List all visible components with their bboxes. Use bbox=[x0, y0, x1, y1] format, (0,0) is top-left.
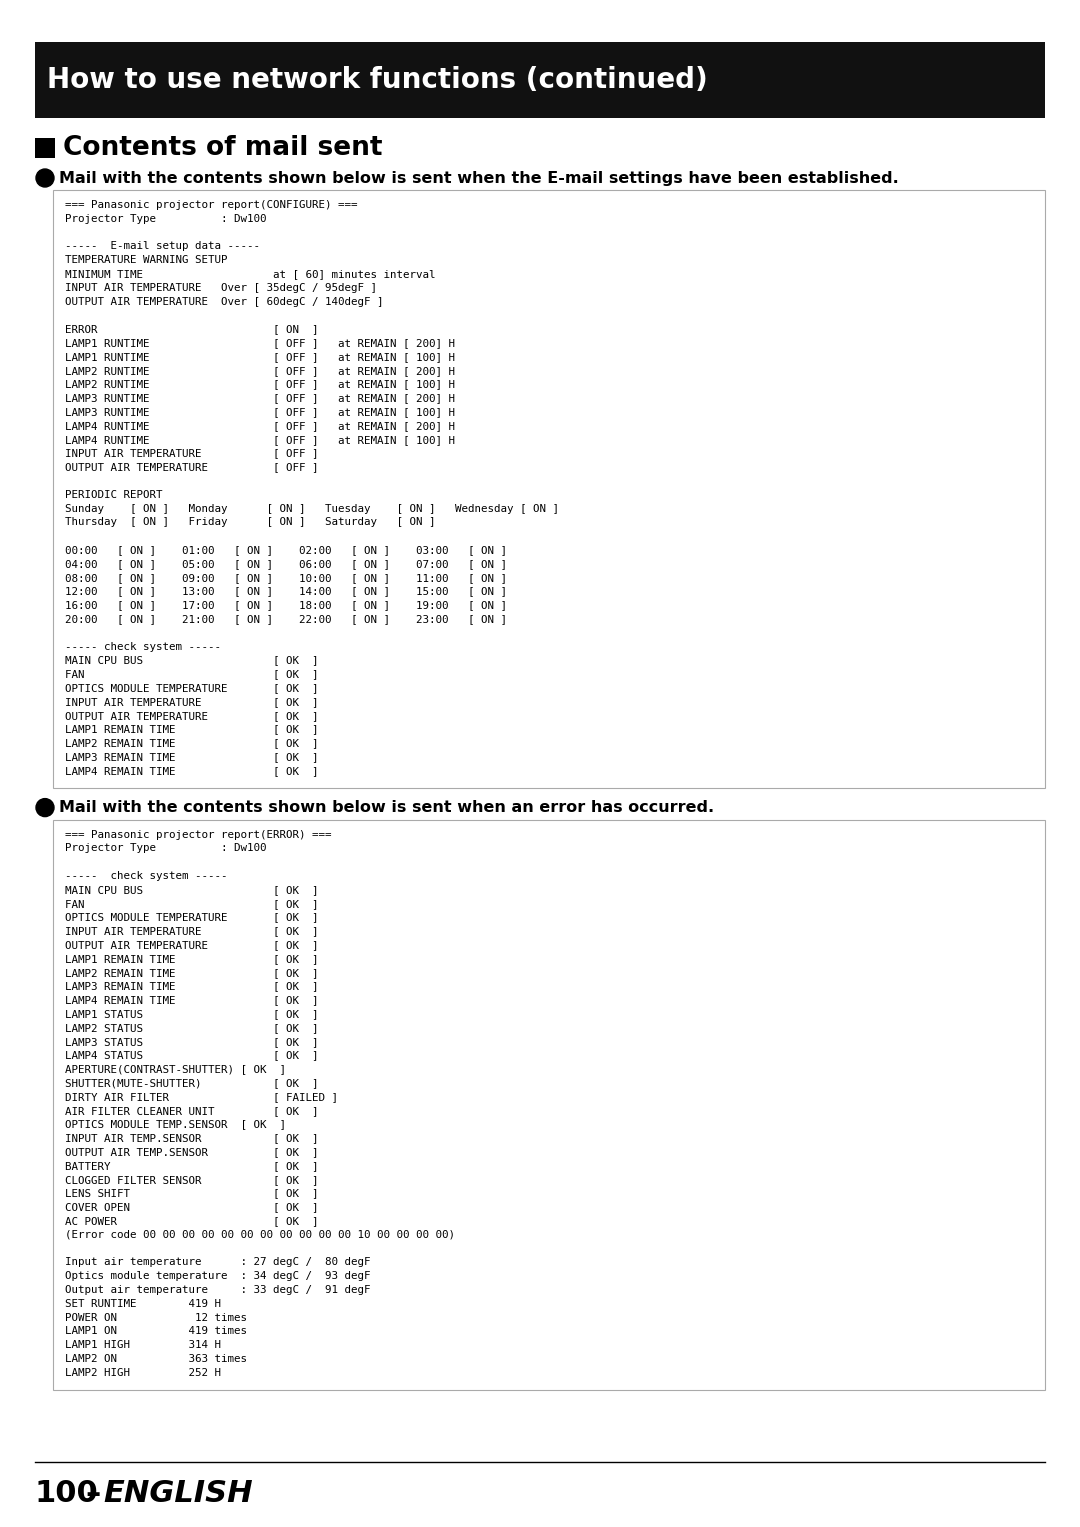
Text: LAMP1 HIGH         314 H: LAMP1 HIGH 314 H bbox=[65, 1341, 221, 1350]
Text: LAMP4 RUNTIME                   [ OFF ]   at REMAIN [ 200] H: LAMP4 RUNTIME [ OFF ] at REMAIN [ 200] H bbox=[65, 421, 455, 431]
Text: LAMP2 RUNTIME                   [ OFF ]   at REMAIN [ 200] H: LAMP2 RUNTIME [ OFF ] at REMAIN [ 200] H bbox=[65, 365, 455, 376]
Text: LAMP1 STATUS                    [ OK  ]: LAMP1 STATUS [ OK ] bbox=[65, 1009, 319, 1019]
Text: MAIN CPU BUS                    [ OK  ]: MAIN CPU BUS [ OK ] bbox=[65, 655, 319, 666]
Text: -----  check system -----: ----- check system ----- bbox=[65, 870, 228, 881]
Text: OUTPUT AIR TEMP.SENSOR          [ OK  ]: OUTPUT AIR TEMP.SENSOR [ OK ] bbox=[65, 1147, 319, 1157]
Text: APERTURE(CONTRAST-SHUTTER) [ OK  ]: APERTURE(CONTRAST-SHUTTER) [ OK ] bbox=[65, 1064, 286, 1073]
Text: OUTPUT AIR TEMPERATURE          [ OK  ]: OUTPUT AIR TEMPERATURE [ OK ] bbox=[65, 941, 319, 950]
Text: OUTPUT AIR TEMPERATURE          [ OFF ]: OUTPUT AIR TEMPERATURE [ OFF ] bbox=[65, 463, 319, 472]
Text: PERIODIC REPORT: PERIODIC REPORT bbox=[65, 490, 162, 499]
Text: Mail with the contents shown below is sent when an error has occurred.: Mail with the contents shown below is se… bbox=[59, 800, 714, 815]
Text: FAN                             [ OK  ]: FAN [ OK ] bbox=[65, 669, 319, 680]
Text: Projector Type          : Dw100: Projector Type : Dw100 bbox=[65, 214, 267, 224]
Text: LENS SHIFT                      [ OK  ]: LENS SHIFT [ OK ] bbox=[65, 1188, 319, 1199]
Text: Output air temperature     : 33 degC /  91 degF: Output air temperature : 33 degC / 91 de… bbox=[65, 1286, 370, 1295]
Text: === Panasonic projector report(ERROR) ===: === Panasonic projector report(ERROR) ==… bbox=[65, 829, 332, 840]
Text: TEMPERATURE WARNING SETUP: TEMPERATURE WARNING SETUP bbox=[65, 255, 228, 266]
Text: SET RUNTIME        419 H: SET RUNTIME 419 H bbox=[65, 1299, 221, 1309]
Text: AC POWER                        [ OK  ]: AC POWER [ OK ] bbox=[65, 1215, 319, 1226]
Text: LAMP1 REMAIN TIME               [ OK  ]: LAMP1 REMAIN TIME [ OK ] bbox=[65, 954, 319, 964]
Text: AIR FILTER CLEANER UNIT         [ OK  ]: AIR FILTER CLEANER UNIT [ OK ] bbox=[65, 1106, 319, 1116]
Text: INPUT AIR TEMPERATURE   Over [ 35degC / 95degF ]: INPUT AIR TEMPERATURE Over [ 35degC / 95… bbox=[65, 282, 377, 293]
Text: Thursday  [ ON ]   Friday      [ ON ]   Saturday   [ ON ]: Thursday [ ON ] Friday [ ON ] Saturday [… bbox=[65, 518, 435, 527]
Text: OUTPUT AIR TEMPERATURE  Over [ 60degC / 140degF ]: OUTPUT AIR TEMPERATURE Over [ 60degC / 1… bbox=[65, 296, 383, 307]
Text: LAMP3 REMAIN TIME               [ OK  ]: LAMP3 REMAIN TIME [ OK ] bbox=[65, 982, 319, 991]
Text: 100: 100 bbox=[35, 1480, 98, 1509]
Text: ERROR                           [ ON  ]: ERROR [ ON ] bbox=[65, 324, 319, 334]
Text: LAMP1 REMAIN TIME               [ OK  ]: LAMP1 REMAIN TIME [ OK ] bbox=[65, 724, 319, 734]
Text: COVER OPEN                      [ OK  ]: COVER OPEN [ OK ] bbox=[65, 1202, 319, 1212]
Text: LAMP1 ON           419 times: LAMP1 ON 419 times bbox=[65, 1327, 247, 1336]
Text: LAMP2 STATUS                    [ OK  ]: LAMP2 STATUS [ OK ] bbox=[65, 1023, 319, 1032]
Text: (Error code 00 00 00 00 00 00 00 00 00 00 00 10 00 00 00 00): (Error code 00 00 00 00 00 00 00 00 00 0… bbox=[65, 1229, 455, 1240]
Text: LAMP2 HIGH         252 H: LAMP2 HIGH 252 H bbox=[65, 1368, 221, 1377]
Text: OUTPUT AIR TEMPERATURE          [ OK  ]: OUTPUT AIR TEMPERATURE [ OK ] bbox=[65, 710, 319, 721]
Text: LAMP2 REMAIN TIME               [ OK  ]: LAMP2 REMAIN TIME [ OK ] bbox=[65, 738, 319, 748]
Text: 08:00   [ ON ]    09:00   [ ON ]    10:00   [ ON ]    11:00   [ ON ]: 08:00 [ ON ] 09:00 [ ON ] 10:00 [ ON ] 1… bbox=[65, 573, 507, 583]
Text: CLOGGED FILTER SENSOR           [ OK  ]: CLOGGED FILTER SENSOR [ OK ] bbox=[65, 1174, 319, 1185]
Text: INPUT AIR TEMP.SENSOR           [ OK  ]: INPUT AIR TEMP.SENSOR [ OK ] bbox=[65, 1133, 319, 1144]
Text: 04:00   [ ON ]    05:00   [ ON ]    06:00   [ ON ]    07:00   [ ON ]: 04:00 [ ON ] 05:00 [ ON ] 06:00 [ ON ] 0… bbox=[65, 559, 507, 568]
Bar bbox=[35, 137, 55, 157]
Text: POWER ON            12 times: POWER ON 12 times bbox=[65, 1313, 247, 1322]
Text: DIRTY AIR FILTER                [ FAILED ]: DIRTY AIR FILTER [ FAILED ] bbox=[65, 1092, 338, 1102]
Text: INPUT AIR TEMPERATURE           [ OK  ]: INPUT AIR TEMPERATURE [ OK ] bbox=[65, 927, 319, 936]
Text: LAMP2 ON           363 times: LAMP2 ON 363 times bbox=[65, 1354, 247, 1364]
Text: LAMP1 RUNTIME                   [ OFF ]   at REMAIN [ 200] H: LAMP1 RUNTIME [ OFF ] at REMAIN [ 200] H bbox=[65, 337, 455, 348]
Text: LAMP3 RUNTIME                   [ OFF ]   at REMAIN [ 200] H: LAMP3 RUNTIME [ OFF ] at REMAIN [ 200] H bbox=[65, 392, 455, 403]
Text: Contents of mail sent: Contents of mail sent bbox=[63, 134, 382, 160]
Text: 16:00   [ ON ]    17:00   [ ON ]    18:00   [ ON ]    19:00   [ ON ]: 16:00 [ ON ] 17:00 [ ON ] 18:00 [ ON ] 1… bbox=[65, 600, 507, 611]
Text: Input air temperature      : 27 degC /  80 degF: Input air temperature : 27 degC / 80 deg… bbox=[65, 1257, 370, 1267]
Text: OPTICS MODULE TEMP.SENSOR  [ OK  ]: OPTICS MODULE TEMP.SENSOR [ OK ] bbox=[65, 1119, 286, 1130]
Text: LAMP4 RUNTIME                   [ OFF ]   at REMAIN [ 100] H: LAMP4 RUNTIME [ OFF ] at REMAIN [ 100] H bbox=[65, 435, 455, 444]
Text: LAMP4 REMAIN TIME               [ OK  ]: LAMP4 REMAIN TIME [ OK ] bbox=[65, 996, 319, 1005]
Text: MINIMUM TIME                    at [ 60] minutes interval: MINIMUM TIME at [ 60] minutes interval bbox=[65, 269, 435, 279]
Text: OPTICS MODULE TEMPERATURE       [ OK  ]: OPTICS MODULE TEMPERATURE [ OK ] bbox=[65, 683, 319, 693]
Text: LAMP2 REMAIN TIME               [ OK  ]: LAMP2 REMAIN TIME [ OK ] bbox=[65, 968, 319, 977]
Text: 20:00   [ ON ]    21:00   [ ON ]    22:00   [ ON ]    23:00   [ ON ]: 20:00 [ ON ] 21:00 [ ON ] 22:00 [ ON ] 2… bbox=[65, 614, 507, 625]
Bar bbox=[53, 189, 1045, 788]
Text: ----- check system -----: ----- check system ----- bbox=[65, 641, 221, 652]
Text: === Panasonic projector report(CONFIGURE) ===: === Panasonic projector report(CONFIGURE… bbox=[65, 200, 357, 211]
Text: Mail with the contents shown below is sent when the E-mail settings have been es: Mail with the contents shown below is se… bbox=[59, 171, 899, 185]
Circle shape bbox=[36, 799, 54, 817]
Text: LAMP4 REMAIN TIME               [ OK  ]: LAMP4 REMAIN TIME [ OK ] bbox=[65, 767, 319, 776]
Circle shape bbox=[36, 169, 54, 186]
Text: INPUT AIR TEMPERATURE           [ OFF ]: INPUT AIR TEMPERATURE [ OFF ] bbox=[65, 449, 319, 458]
Text: –: – bbox=[85, 1480, 100, 1509]
Text: LAMP2 RUNTIME                   [ OFF ]   at REMAIN [ 100] H: LAMP2 RUNTIME [ OFF ] at REMAIN [ 100] H bbox=[65, 379, 455, 389]
Text: MAIN CPU BUS                    [ OK  ]: MAIN CPU BUS [ OK ] bbox=[65, 884, 319, 895]
Text: OPTICS MODULE TEMPERATURE       [ OK  ]: OPTICS MODULE TEMPERATURE [ OK ] bbox=[65, 913, 319, 922]
Text: LAMP3 STATUS                    [ OK  ]: LAMP3 STATUS [ OK ] bbox=[65, 1037, 319, 1046]
Text: BATTERY                         [ OK  ]: BATTERY [ OK ] bbox=[65, 1161, 319, 1171]
Text: Sunday    [ ON ]   Monday      [ ON ]   Tuesday    [ ON ]   Wednesday [ ON ]: Sunday [ ON ] Monday [ ON ] Tuesday [ ON… bbox=[65, 504, 559, 513]
Text: FAN                             [ OK  ]: FAN [ OK ] bbox=[65, 898, 319, 909]
Text: -----  E-mail setup data -----: ----- E-mail setup data ----- bbox=[65, 241, 260, 252]
Text: LAMP1 RUNTIME                   [ OFF ]   at REMAIN [ 100] H: LAMP1 RUNTIME [ OFF ] at REMAIN [ 100] H bbox=[65, 351, 455, 362]
Text: LAMP4 STATUS                    [ OK  ]: LAMP4 STATUS [ OK ] bbox=[65, 1051, 319, 1060]
Text: Optics module temperature  : 34 degC /  93 degF: Optics module temperature : 34 degC / 93… bbox=[65, 1270, 370, 1281]
Bar bbox=[35, 43, 1045, 118]
Text: SHUTTER(MUTE-SHUTTER)           [ OK  ]: SHUTTER(MUTE-SHUTTER) [ OK ] bbox=[65, 1078, 319, 1089]
Text: 00:00   [ ON ]    01:00   [ ON ]    02:00   [ ON ]    03:00   [ ON ]: 00:00 [ ON ] 01:00 [ ON ] 02:00 [ ON ] 0… bbox=[65, 545, 507, 554]
Text: INPUT AIR TEMPERATURE           [ OK  ]: INPUT AIR TEMPERATURE [ OK ] bbox=[65, 696, 319, 707]
Text: How to use network functions (continued): How to use network functions (continued) bbox=[48, 66, 707, 95]
Bar bbox=[53, 820, 1045, 1390]
Text: Projector Type          : Dw100: Projector Type : Dw100 bbox=[65, 843, 267, 854]
Text: LAMP3 RUNTIME                   [ OFF ]   at REMAIN [ 100] H: LAMP3 RUNTIME [ OFF ] at REMAIN [ 100] H bbox=[65, 408, 455, 417]
Text: 12:00   [ ON ]    13:00   [ ON ]    14:00   [ ON ]    15:00   [ ON ]: 12:00 [ ON ] 13:00 [ ON ] 14:00 [ ON ] 1… bbox=[65, 586, 507, 597]
Text: LAMP3 REMAIN TIME               [ OK  ]: LAMP3 REMAIN TIME [ OK ] bbox=[65, 751, 319, 762]
Text: ENGLISH: ENGLISH bbox=[103, 1480, 253, 1509]
